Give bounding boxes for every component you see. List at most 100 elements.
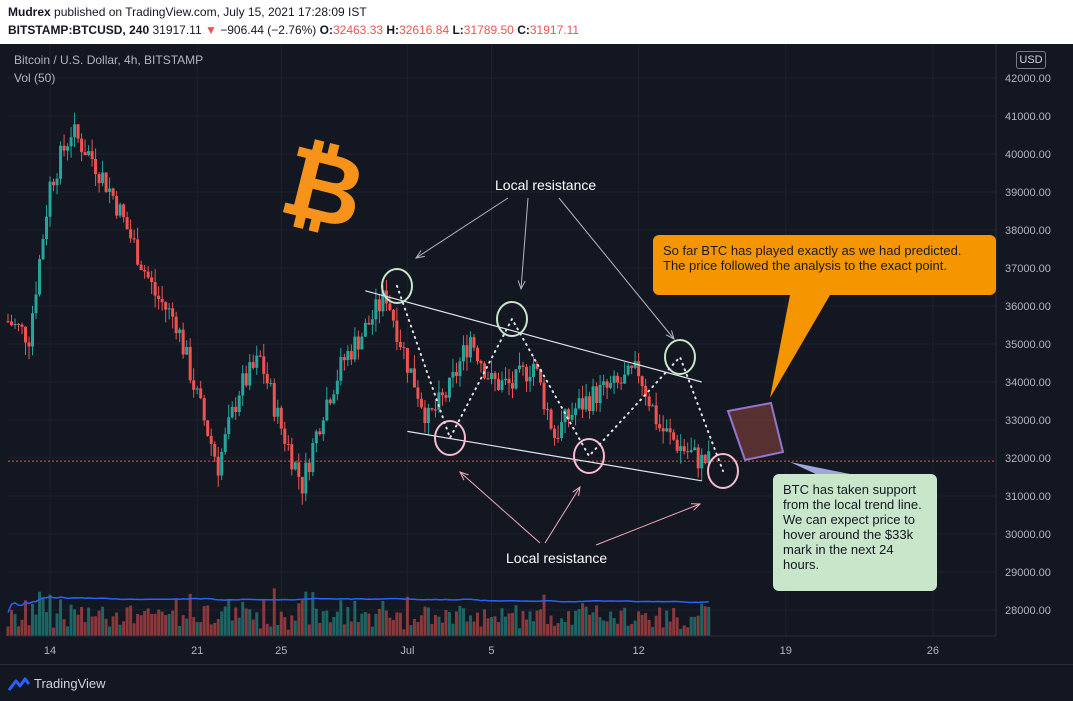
volume-bar bbox=[279, 611, 283, 636]
time-tick-label: 14 bbox=[44, 645, 56, 657]
chart-legend-volume[interactable]: Vol (50) bbox=[14, 71, 56, 85]
volume-bar bbox=[178, 626, 182, 636]
candle-body bbox=[570, 414, 574, 420]
volume-bar bbox=[290, 615, 294, 636]
volume-bar bbox=[563, 622, 567, 636]
volume-bar bbox=[486, 618, 490, 636]
candle-body bbox=[136, 239, 140, 265]
time-tick-label: 5 bbox=[488, 645, 494, 657]
candle-body bbox=[458, 361, 462, 376]
candle-body bbox=[209, 435, 213, 444]
candle-body bbox=[349, 351, 353, 360]
chart-legend-title[interactable]: Bitcoin / U.S. Dollar, 4h, BITSTAMP bbox=[14, 53, 204, 67]
candle-body bbox=[157, 295, 161, 300]
volume-bar bbox=[136, 613, 140, 636]
volume-bar bbox=[90, 616, 94, 636]
candle-body bbox=[461, 345, 465, 362]
volume-bar bbox=[588, 614, 592, 636]
candle-body bbox=[489, 372, 493, 379]
volume-bar bbox=[199, 622, 203, 636]
candle-body bbox=[304, 462, 308, 494]
candle-body bbox=[388, 303, 392, 311]
candle-body bbox=[325, 399, 329, 421]
volume-bar bbox=[423, 606, 427, 636]
volume-bar bbox=[504, 616, 508, 636]
publisher-name[interactable]: Mudrex bbox=[8, 5, 51, 19]
candle-body bbox=[546, 409, 550, 411]
candle-body bbox=[454, 371, 458, 376]
volume-bar bbox=[651, 626, 655, 636]
currency-badge[interactable]: USD bbox=[1016, 51, 1046, 69]
volume-bar bbox=[546, 623, 550, 636]
volume-bar bbox=[560, 618, 564, 636]
candle-body bbox=[118, 204, 122, 216]
volume-bar bbox=[146, 608, 150, 636]
lower-trend-line bbox=[407, 430, 702, 482]
candle-body bbox=[602, 381, 606, 385]
price-tick-label: 41000.00 bbox=[1005, 111, 1051, 123]
price-tick-label: 39000.00 bbox=[1005, 187, 1051, 199]
candle-body bbox=[311, 443, 315, 473]
candle-body bbox=[598, 384, 602, 403]
candle-body bbox=[132, 238, 136, 240]
candle-body bbox=[335, 380, 339, 395]
volume-bar bbox=[27, 625, 31, 636]
volume-bar bbox=[104, 618, 108, 636]
bottom-resistance-label: Local resistance bbox=[506, 550, 608, 566]
volume-bar bbox=[265, 623, 269, 636]
tradingview-brand[interactable]: TradingView bbox=[34, 676, 106, 691]
close-value: 31917.11 bbox=[529, 23, 580, 37]
last-price: 31917.11 bbox=[152, 23, 202, 37]
candle-body bbox=[416, 387, 420, 399]
volume-bar bbox=[20, 619, 24, 636]
volume-bar bbox=[17, 626, 21, 636]
volume-bar bbox=[73, 609, 77, 636]
volume-bar bbox=[661, 627, 665, 636]
volume-bar bbox=[475, 612, 479, 636]
candle-body bbox=[195, 388, 199, 390]
volume-bar bbox=[395, 612, 399, 636]
volume-bar bbox=[640, 614, 644, 636]
candle-body bbox=[398, 342, 402, 348]
candle-body bbox=[178, 329, 182, 334]
candle-body bbox=[62, 145, 66, 151]
tradingview-logo-icon[interactable] bbox=[8, 677, 30, 691]
top-arrow-left bbox=[415, 197, 509, 259]
candle-body bbox=[654, 405, 658, 425]
candle-body bbox=[609, 382, 613, 388]
candle-body bbox=[20, 324, 24, 327]
volume-bar bbox=[489, 617, 493, 636]
volume-bar bbox=[388, 617, 392, 636]
volume-bars bbox=[6, 588, 711, 636]
candle-body bbox=[265, 373, 269, 384]
volume-bar bbox=[234, 607, 238, 636]
svg-text:₿: ₿ bbox=[271, 124, 375, 250]
candle-body bbox=[409, 368, 413, 373]
candle-body bbox=[542, 382, 546, 410]
volume-bar bbox=[192, 617, 196, 636]
volume-bar bbox=[286, 629, 290, 636]
candle-body bbox=[76, 124, 80, 139]
candle-body bbox=[560, 422, 564, 439]
candle-body bbox=[689, 450, 693, 453]
volume-bar bbox=[535, 610, 539, 636]
volume-bar bbox=[262, 600, 266, 636]
volume-bar bbox=[223, 606, 227, 636]
candle-body bbox=[377, 299, 381, 312]
candle-body bbox=[647, 396, 651, 407]
candle-body bbox=[584, 396, 588, 410]
candle-body bbox=[139, 264, 143, 271]
volume-bar bbox=[48, 594, 52, 636]
resistance-circle bbox=[381, 268, 413, 304]
volume-bar bbox=[69, 604, 73, 636]
candle-body bbox=[381, 290, 385, 312]
price-tick-label: 28000.00 bbox=[1005, 605, 1051, 617]
volume-bar bbox=[665, 610, 669, 636]
volume-bar bbox=[668, 621, 672, 636]
orange-callout: So far BTC has played exactly as we had … bbox=[653, 235, 996, 295]
candle-body bbox=[122, 204, 126, 218]
volume-bar bbox=[153, 613, 157, 636]
candle-body bbox=[328, 399, 332, 404]
open-value: 32463.33 bbox=[332, 23, 384, 37]
